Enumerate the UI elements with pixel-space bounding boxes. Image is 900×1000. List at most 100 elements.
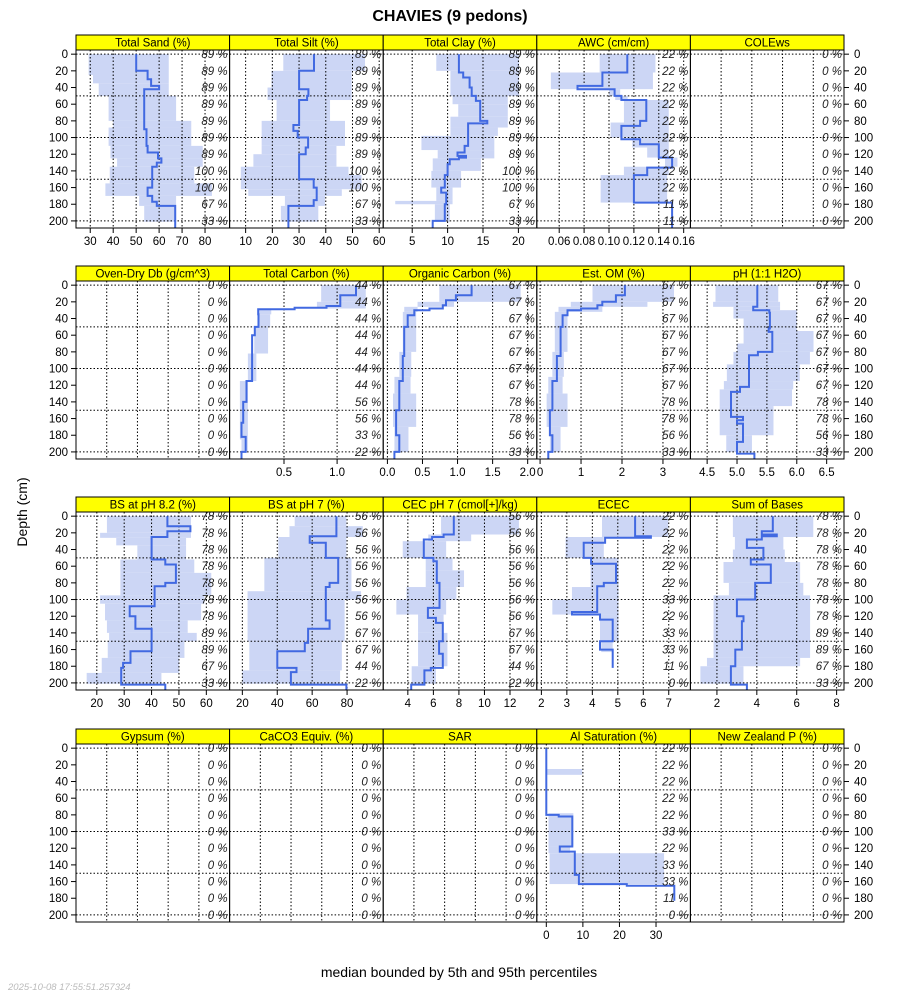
data-coverage-label: 78 %	[816, 397, 842, 409]
y-tick-label-right: 80	[854, 578, 867, 590]
data-coverage-label: 67 %	[662, 380, 688, 392]
data-coverage-label: 44 %	[509, 661, 535, 673]
data-coverage-label: 33 %	[816, 678, 842, 690]
x-tick-label: 5.0	[729, 467, 745, 479]
panel-strip	[689, 34, 845, 51]
x-tick-label: 8	[456, 698, 462, 710]
data-coverage-label: 33 %	[662, 860, 688, 872]
panel-frame	[689, 49, 845, 229]
y-tick-label-left: 0	[62, 280, 68, 292]
panel-title: CEC pH 7 (cmol[+]/kg)	[402, 500, 518, 512]
data-coverage-label: 0 %	[208, 380, 228, 392]
data-coverage-label: 89 %	[355, 149, 381, 161]
x-tick-label: 5	[615, 698, 621, 710]
data-coverage-label: 56 %	[355, 511, 381, 523]
data-coverage-label: 67 %	[509, 330, 535, 342]
y-tick-label-right: 60	[854, 793, 867, 805]
y-tick-label-left: 140	[49, 860, 68, 872]
data-coverage-label: 56 %	[662, 430, 688, 442]
y-tick-label-left: 200	[49, 910, 68, 922]
data-coverage-label: 56 %	[355, 578, 381, 590]
x-tick-label: 3	[564, 698, 570, 710]
x-tick-label: 4	[405, 698, 412, 710]
y-tick-label-left: 0	[62, 511, 68, 523]
y-tick-label-right: 20	[854, 66, 867, 78]
percentile-band-segment	[548, 376, 563, 394]
data-coverage-label: 22 %	[661, 611, 688, 623]
y-tick-label-left: 120	[49, 843, 68, 855]
percentile-band-segment	[719, 406, 774, 436]
percentile-band-segment	[109, 632, 197, 642]
data-coverage-label: 0 %	[515, 810, 535, 822]
percentile-band-segment	[432, 158, 481, 171]
median-line	[135, 54, 177, 228]
percentile-band-segment	[571, 587, 619, 600]
panel-plot-area	[76, 744, 230, 922]
data-coverage-label: 0 %	[822, 99, 842, 111]
y-tick-label-left: 200	[49, 216, 68, 228]
x-tick-label: 60	[200, 698, 213, 710]
y-tick-label-right: 160	[854, 414, 873, 426]
panel-17: 0 % 0 % 0 % 0 % 0 % 0 % 0 % 0 % 0 % 0 % 0 % SAR	[382, 728, 538, 923]
x-tick-label: 2	[619, 467, 625, 479]
percentile-band-segment	[120, 559, 195, 573]
panel-title: CaCO3 Equiv. (%)	[260, 732, 354, 744]
percentile-band-segment	[421, 135, 495, 151]
y-tick-label-right: 40	[854, 545, 867, 557]
y-tick-label-right: 160	[854, 645, 873, 657]
median-line	[393, 285, 473, 459]
x-tick-label: 20	[512, 236, 525, 248]
data-coverage-label: 89 %	[201, 645, 227, 657]
panel-title: Total Silt (%)	[274, 38, 339, 50]
panel-plot-area	[536, 744, 691, 922]
data-coverage-label: 89 %	[509, 49, 535, 61]
data-coverage-label: 0 %	[208, 364, 228, 376]
data-coverage-label: 44 %	[355, 364, 381, 376]
data-coverage-label: 100 %	[502, 166, 535, 178]
x-tick-label: 0.0	[379, 467, 395, 479]
x-tick-label: 7	[666, 698, 672, 710]
y-tick-label-left: 40	[55, 545, 68, 557]
panel-plot-area	[383, 512, 537, 690]
panel-7: 67 % 67 % 67 % 67 % 67 % 67 % 67 % 78 % 78 % 56 %…	[379, 265, 538, 479]
data-coverage-label: 56 %	[509, 528, 535, 540]
data-coverage-label: 0 %	[208, 910, 228, 922]
data-coverage-label: 78 %	[816, 595, 842, 607]
panel-6: 44 % 44 % 44 % 44 % 44 % 44 % 44 % 56 % 56 % 33 %…	[229, 265, 384, 479]
data-coverage-label: 0 %	[515, 777, 535, 789]
percentile-band-segment	[240, 175, 362, 190]
percentile-band-segment	[441, 516, 519, 535]
data-coverage-label: 67 %	[816, 380, 842, 392]
panel-plot-area	[383, 744, 537, 922]
data-coverage-label: 22 %	[661, 166, 688, 178]
data-coverage-label: 89 %	[201, 66, 227, 78]
y-tick-label-right: 200	[854, 447, 873, 459]
data-coverage-label: 0 %	[822, 843, 842, 855]
data-coverage-label: 0 %	[361, 743, 381, 755]
data-coverage-label: 0 %	[515, 877, 535, 889]
y-axis-label: Depth (cm)	[14, 477, 30, 546]
data-coverage-label: 67 %	[201, 661, 227, 673]
data-coverage-label: 0 %	[515, 893, 535, 905]
data-coverage-label: 56 %	[509, 430, 535, 442]
data-coverage-label: 89 %	[355, 49, 381, 61]
percentile-band-segment	[101, 657, 180, 673]
y-tick-label-left: 20	[55, 760, 68, 772]
panel-frame	[75, 743, 231, 923]
data-coverage-label: 56 %	[509, 578, 535, 590]
data-coverage-label: 0 %	[361, 777, 381, 789]
data-coverage-label: 67 %	[816, 314, 842, 326]
y-tick-label-right: 100	[854, 133, 873, 145]
y-tick-label-right: 80	[854, 810, 867, 822]
percentile-band-segment	[417, 301, 455, 307]
percentile-band-segment	[733, 351, 810, 365]
percentile-band-segment	[316, 301, 366, 309]
data-coverage-label: 33 %	[201, 216, 227, 228]
x-tick-label: 0.08	[573, 236, 595, 248]
data-coverage-label: 22 %	[661, 183, 688, 195]
y-tick-label-left: 120	[49, 149, 68, 161]
y-tick-label-left: 40	[55, 777, 68, 789]
percentile-band-segment	[733, 306, 781, 311]
data-coverage-label: 89 %	[816, 645, 842, 657]
percentile-band-segment	[261, 120, 346, 146]
